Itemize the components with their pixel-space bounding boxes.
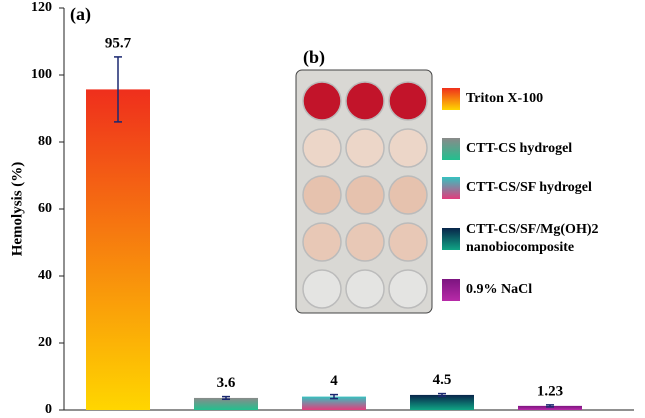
legend-label: CTT-CS hydrogel: [466, 140, 636, 158]
y-tick-label: 40: [38, 268, 52, 283]
panel-label: (b): [303, 47, 325, 68]
legend-entry: CTT-CS/SF hydrogel: [442, 177, 636, 199]
y-tick-label: 60: [38, 201, 52, 216]
legend-swatch: [442, 138, 460, 160]
y-tick-label: 0: [45, 402, 52, 417]
legend-entry: Triton X-100: [442, 88, 636, 110]
bar: [410, 395, 474, 410]
legend-entry: CTT-CS hydrogel: [442, 138, 636, 160]
panel-label: (a): [70, 4, 91, 25]
legend-swatch: [442, 279, 460, 301]
y-tick-label: 20: [38, 335, 52, 350]
legend-swatch: [442, 177, 460, 199]
data-label: 95.7: [105, 35, 132, 51]
legend-label: CTT-CS/SF/Mg(OH)2 nanobiocomposite: [466, 221, 636, 257]
inset-photo: (b): [296, 47, 432, 313]
y-tick-label: 80: [38, 134, 52, 149]
legend-label: Triton X-100: [466, 90, 636, 108]
error-bar: [330, 395, 338, 399]
y-tick-label: 100: [31, 67, 52, 82]
y-tick-label: 120: [31, 0, 52, 15]
legend-entry: CTT-CS/SF/Mg(OH)2 nanobiocomposite: [442, 221, 636, 257]
data-label: 4.5: [433, 372, 452, 388]
bar: [86, 89, 150, 410]
data-label: 3.6: [217, 375, 236, 391]
data-label: 1.23: [537, 383, 563, 399]
legend-entry: 0.9% NaCl: [442, 279, 636, 301]
legend-swatch: [442, 228, 460, 250]
y-axis-label: Hemolysis (%): [9, 162, 25, 257]
data-label: 4: [330, 373, 338, 389]
legend-label: CTT-CS/SF hydrogel: [466, 179, 636, 197]
legend-swatch: [442, 88, 460, 110]
legend-label: 0.9% NaCl: [466, 281, 636, 299]
